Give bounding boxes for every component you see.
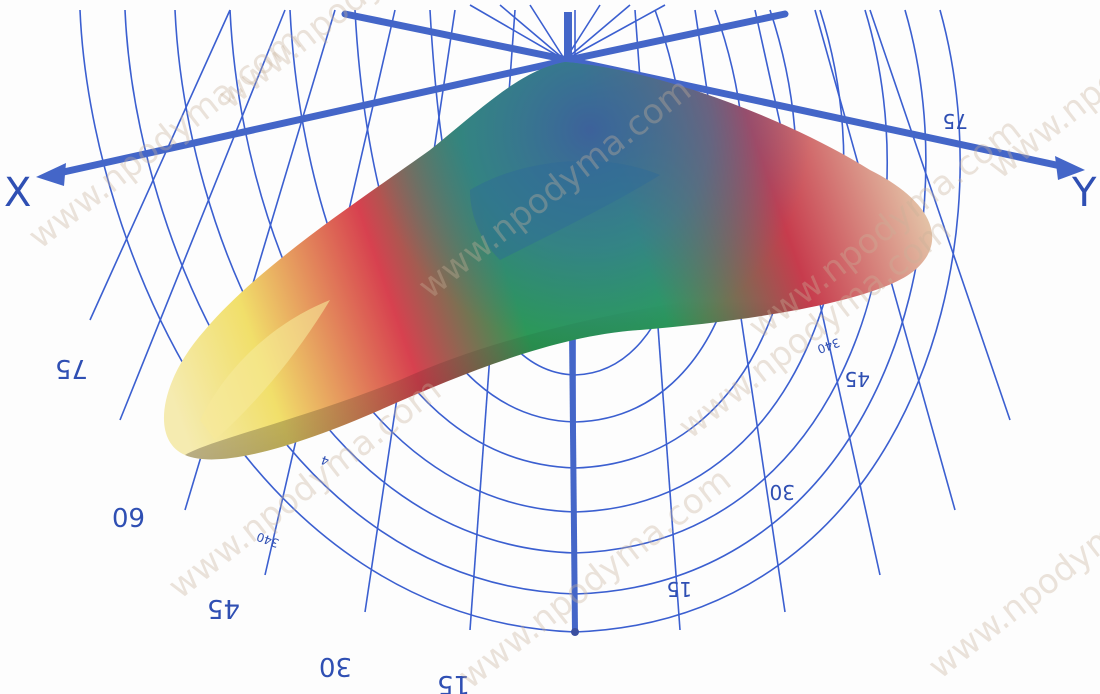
watermark-text: www.npodyma.com (451, 460, 739, 694)
left-scale-label: 45 (207, 593, 240, 623)
x-axis-arrow-icon (36, 163, 66, 186)
left-scale-label: 60 (112, 501, 145, 531)
right-scale-label: 75 (943, 109, 968, 133)
watermark-text: www.npodyma.com (981, 0, 1100, 187)
right-scale-label: 45 (845, 367, 870, 391)
right-scale: 75 45 30 15 (667, 109, 968, 601)
y-axis-label: Y (1071, 170, 1097, 216)
watermark-text: www.npodyma.com (211, 0, 499, 117)
y-axis-arrow-icon (1055, 156, 1085, 180)
right-scale-label: 15 (667, 577, 692, 601)
photometric-solid (163, 62, 933, 460)
axis-back-left (341, 10, 572, 64)
left-scale-label: 30 (319, 651, 352, 681)
left-scale: 75 60 45 30 15 (55, 353, 470, 694)
z-axis-down (569, 329, 578, 633)
small-mark-label: 4 (319, 453, 331, 469)
x-axis-label: X (4, 170, 31, 216)
axis-back-right (564, 10, 789, 64)
nadir-point (571, 628, 579, 636)
left-scale-label: 15 (437, 669, 470, 694)
x-axis-line (46, 56, 572, 179)
right-scale-label: 30 (770, 480, 795, 504)
left-scale-label: 75 (55, 353, 88, 383)
